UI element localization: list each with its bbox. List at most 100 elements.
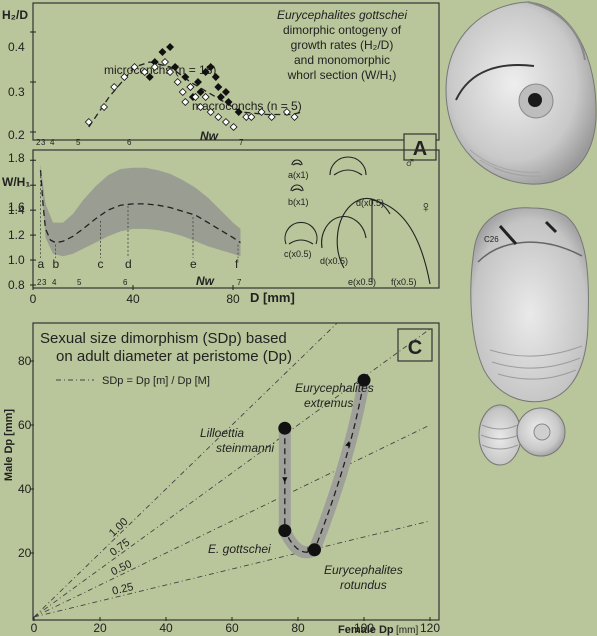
whorl-tick-a-3: 5 [76,138,81,147]
section-b-shape [290,184,304,192]
section-labels: a(x1) b(x1) d(x0.5) c(x0.5) d(x0.5) e(x0… [284,170,417,287]
panel-a-yticks: 0.4 0.3 0.2 [8,40,25,142]
section-label-d-female: d(x0.5) [320,256,348,266]
panel-a-nw-label: Nw [200,129,219,143]
arrow-down [282,477,288,483]
panel-a-ylabel: H₂/D [2,8,28,22]
ratio-label-0: 1.00 [107,516,131,540]
panel-b-range-band [40,164,241,257]
macroconch-point-11 [181,98,190,106]
section-label-d-male: d(x0.5) [356,198,384,208]
stage-label-c: c [98,257,104,271]
macroconch-point-16 [206,108,215,116]
arrow-up [345,441,351,447]
panel-c-title: Sexual size dimorphism (SDp) based on ad… [40,330,292,365]
ytick-b-0: 1.8 [8,151,25,165]
macroconch-point-6 [150,63,159,71]
microconch-point-12 [211,73,220,81]
ytick-c-3: 80 [18,354,32,368]
panel-c-title-line-0: Sexual size dimorphism (SDp) based [40,330,287,347]
section-label-c: c(x0.5) [284,249,312,259]
microconch-point-8 [194,78,202,86]
small-shell-ventral [478,404,522,466]
species-point-3 [357,373,371,387]
ytick-b-5: 0.8 [8,278,25,292]
specimen-label: C26 [484,235,499,244]
panel-a-letter-tab: A [403,133,437,161]
label-rotundus-0: Eurycephalites [324,563,403,577]
ytick-b-3: 1.2 [8,228,25,242]
panel-b-xlabel: D [mm] [250,290,295,305]
section-c-shape [284,221,318,245]
microconch-point-2 [158,48,167,56]
xtick-c-3: 60 [225,621,239,635]
section-a-shape [291,159,303,166]
panel-c: Sexual size dimorphism (SDp) based on ad… [3,322,440,636]
panel-a: H₂/D 0.4 0.3 0.2 Eurycephalites gottsche… [2,2,440,147]
specimen-photos: C26 [445,1,597,466]
whorl-tick-a-0: 2 [36,138,41,147]
microconch-point-15 [221,88,230,96]
female-sections [284,197,431,285]
whorl-tick-a-1: 3 [41,138,46,147]
panel-c-title-line-1: on adult diameter at peristome (Dp) [56,348,292,365]
small-shell-umbilicus [533,423,551,441]
photo-small-shells [478,404,566,466]
whorl-tick-a-4: 6 [127,138,132,147]
macroconch-point-0 [84,118,93,126]
xtick-c-5: 100 [354,621,374,635]
stage-label-f: f [235,257,239,271]
xtick-c-4: 80 [291,621,305,635]
male-sections [290,156,367,192]
macroconch-point-10 [178,88,187,96]
female-symbol: ♀ [420,199,432,216]
macroconch-point-5 [140,68,149,76]
stage-label-e: e [190,257,197,271]
label-lilloettia-0: Lilloettia [200,426,244,440]
photo-shell-lateral [445,1,597,185]
label-gottschei: E. gottschei [208,542,271,556]
macroconch-point-1 [100,103,109,111]
panel-b-frame [32,149,440,289]
ytick-b-1: 1.6 [8,200,25,214]
small-shell-ventral-ribs [480,424,520,450]
species-point-2 [308,543,321,557]
whorl-tick-a-2: 4 [50,138,55,147]
panel-c-letter: C [408,337,422,359]
ytick-a-0: 0.4 [8,40,25,54]
male-symbol: ♂ [404,155,416,172]
whorl-tick-b-0: 2 [37,278,42,287]
section-label-a: a(x1) [288,170,309,180]
whorl-sections [284,156,431,285]
ytick-c-1: 40 [18,482,32,496]
label-rotundus-1: rotundus [340,578,387,592]
ratio-line-2 [33,424,431,618]
trajectory-line [284,380,365,553]
shell-ventral-ribs [489,345,583,380]
macroconch-point-15 [201,93,210,101]
microconch-point-3 [166,43,175,51]
macroconch-point-4 [130,63,139,71]
microconch-point-17 [234,108,243,116]
section-e-shape [336,197,391,269]
whorl-tick-b-1: 3 [42,278,47,287]
whorl-tick-b-3: 5 [77,278,82,287]
microconch-point-5 [181,73,190,81]
panel-b-nw-label: Nw [196,274,215,288]
whorl-tick-b-4: 6 [123,278,128,287]
ytick-c-0: 20 [18,546,32,560]
macroconch-point-13 [191,93,200,101]
panel-c-ylabel: Male Dp [mm] [3,409,15,481]
panel-c-xlabel-unit: [mm] [396,625,418,636]
panel-c-letter-box [397,328,433,362]
macroconch-point-2 [110,83,119,91]
macroconch-point-14 [196,103,205,111]
section-d-female-shape [321,215,367,249]
panel-a-frame [32,2,440,141]
ratio-line-0 [33,322,338,618]
panel-a-letter: A [413,138,427,160]
panel-a-title-line-1: dimorphic ontogeny of [283,23,402,37]
xtick-b-2: 80 [226,292,240,306]
